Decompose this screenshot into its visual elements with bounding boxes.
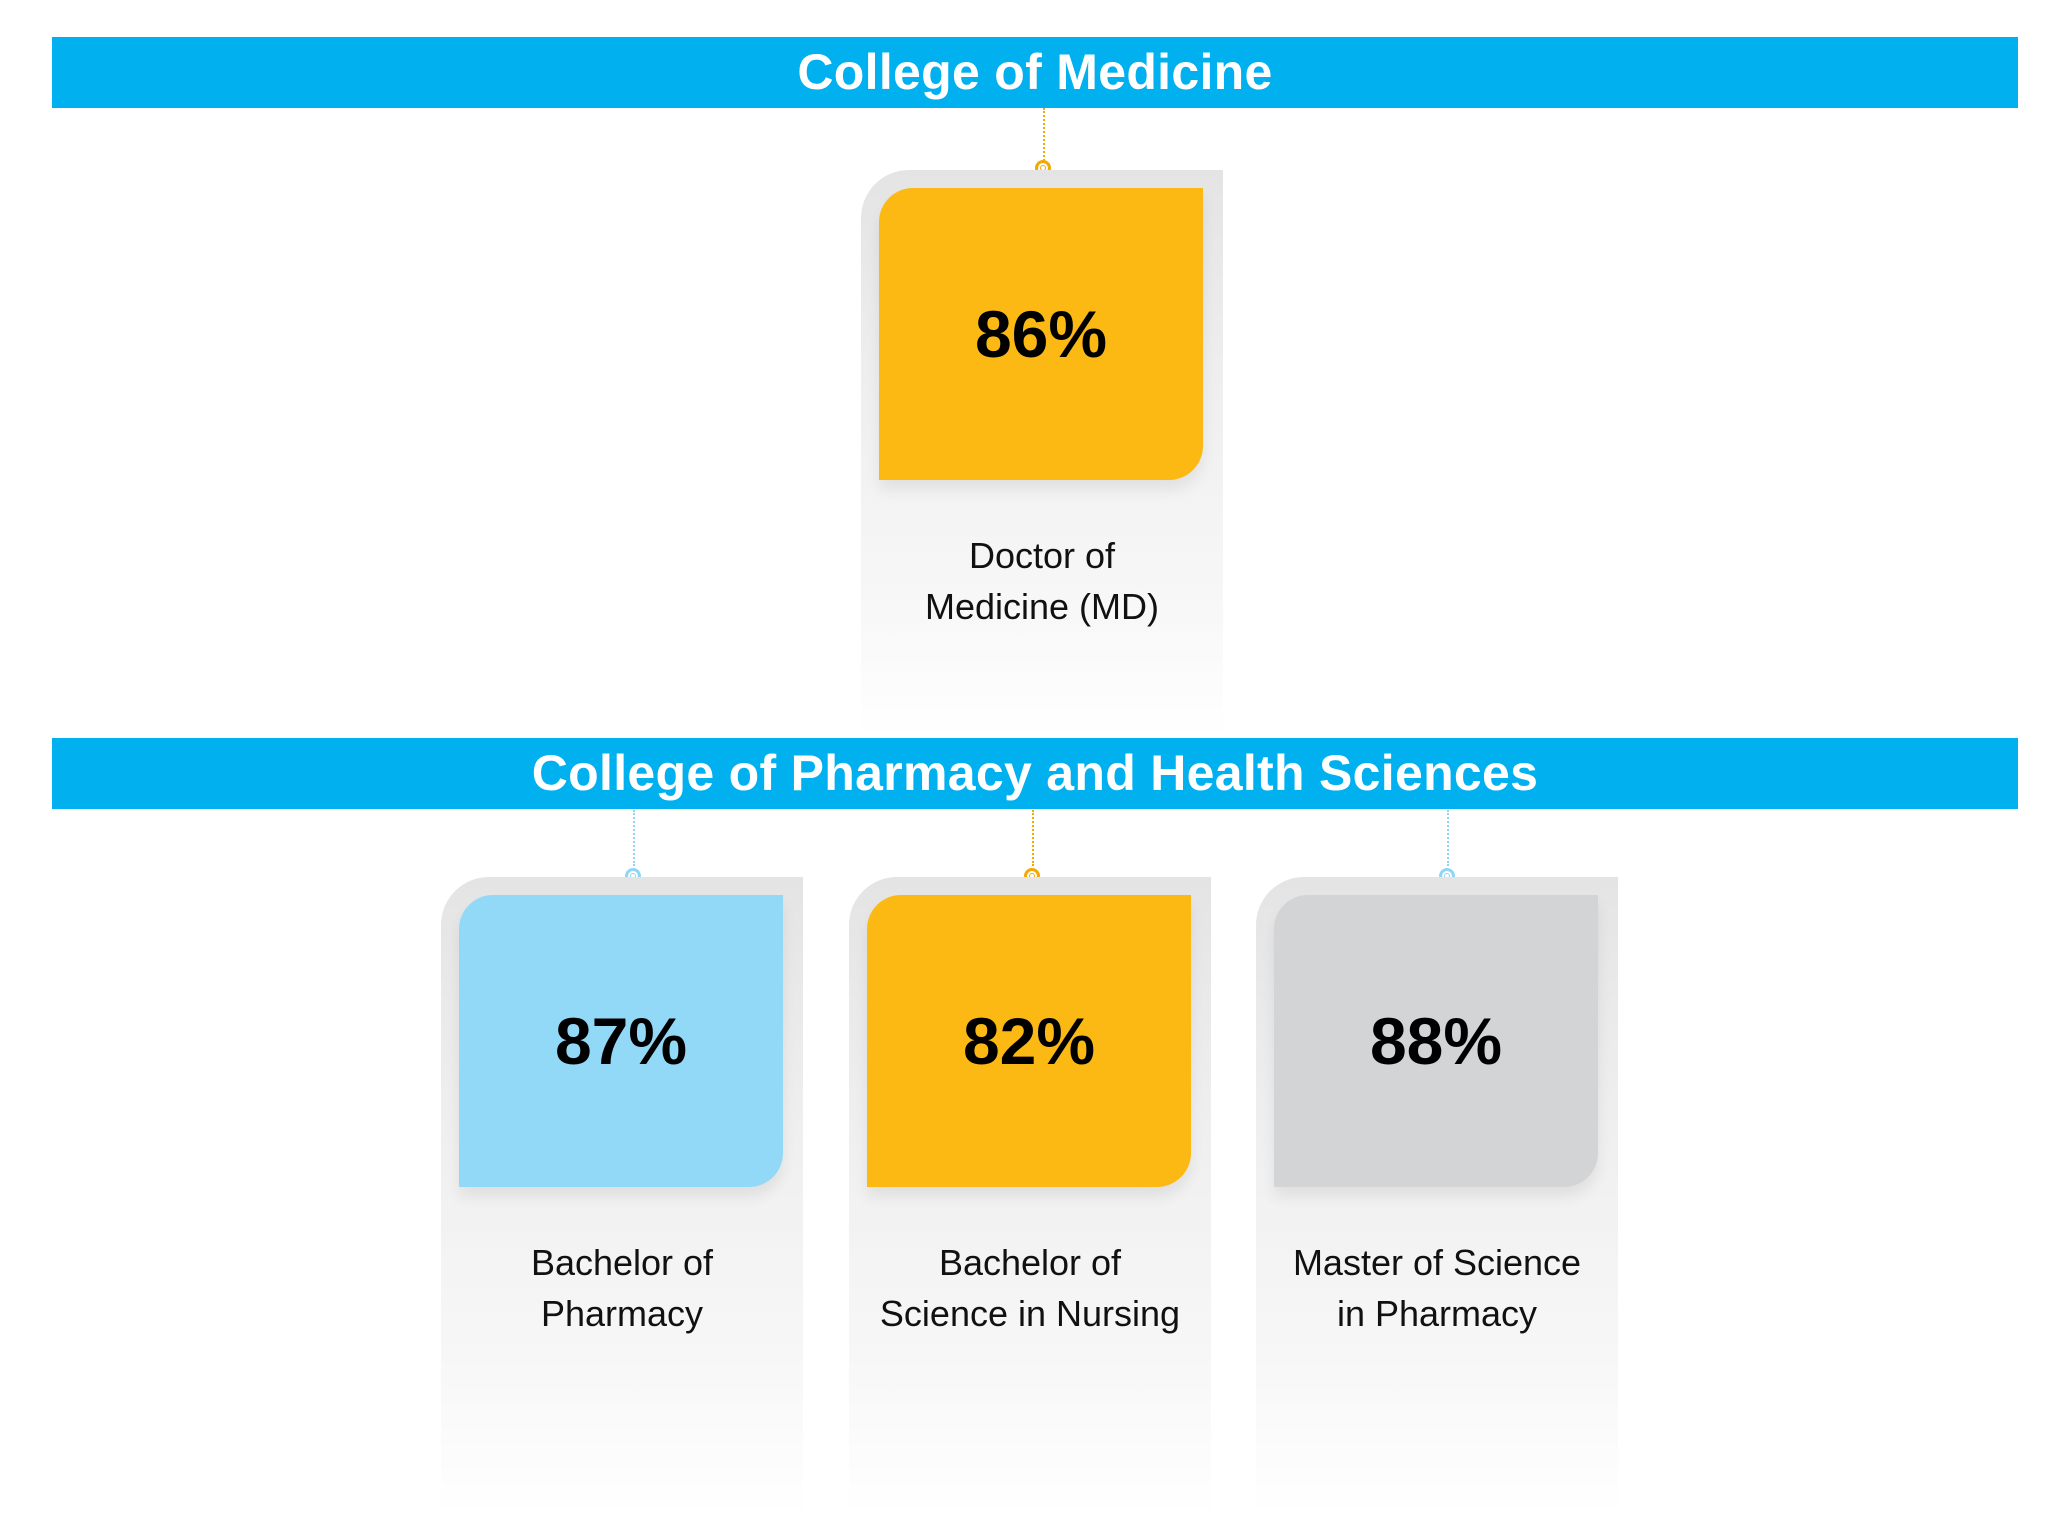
program-label-line: Pharmacy xyxy=(540,1293,704,1334)
program-label-line: Bachelor of xyxy=(938,1242,1122,1283)
program-label: Bachelor of Science in Nursing xyxy=(849,1237,1211,1339)
program-label-line: Bachelor of xyxy=(530,1242,714,1283)
percentage-value: 82% xyxy=(962,1004,1096,1078)
program-label-line: in Pharmacy xyxy=(1336,1293,1538,1334)
program-card-md: 86% Doctor of Medicine (MD) xyxy=(861,170,1223,738)
percentage-value: 88% xyxy=(1369,1004,1503,1078)
program-label-line: Medicine (MD) xyxy=(924,586,1160,627)
percentage-value: 86% xyxy=(974,297,1108,371)
program-card-bsn: 82% Bachelor of Science in Nursing xyxy=(849,877,1211,1517)
connector-line xyxy=(1447,810,1449,866)
program-label-line: Science in Nursing xyxy=(879,1293,1181,1334)
program-label-line: Master of Science xyxy=(1292,1242,1582,1283)
program-card-mspharm: 88% Master of Science in Pharmacy xyxy=(1256,877,1618,1517)
program-label-line: Doctor of xyxy=(968,535,1116,576)
connector-line xyxy=(1043,108,1045,164)
program-label: Master of Science in Pharmacy xyxy=(1256,1237,1618,1339)
percentage-tile: 87% xyxy=(459,895,783,1187)
college-of-medicine-banner: College of Medicine xyxy=(52,37,2018,108)
percentage-tile: 88% xyxy=(1274,895,1598,1187)
program-label: Doctor of Medicine (MD) xyxy=(861,530,1223,632)
connector-line xyxy=(633,810,635,866)
percentage-tile: 82% xyxy=(867,895,1191,1187)
connector-line xyxy=(1032,810,1034,866)
percentage-tile: 86% xyxy=(879,188,1203,480)
college-of-pharmacy-banner: College of Pharmacy and Health Sciences xyxy=(52,738,2018,809)
program-label: Bachelor of Pharmacy xyxy=(441,1237,803,1339)
percentage-value: 87% xyxy=(554,1004,688,1078)
program-card-bpharm: 87% Bachelor of Pharmacy xyxy=(441,877,803,1517)
